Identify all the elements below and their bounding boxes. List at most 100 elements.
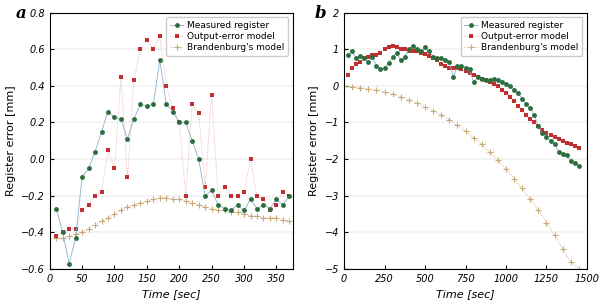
Output-error model <box>280 190 287 194</box>
Output-error model <box>253 194 261 198</box>
Output-error model <box>59 231 67 234</box>
Brandenburg's model <box>215 209 222 212</box>
Brandenburg's model <box>195 203 202 207</box>
Brandenburg's model <box>105 216 112 220</box>
Brandenburg's model <box>575 267 583 271</box>
Measured register <box>143 104 151 108</box>
Output-error model <box>227 194 235 198</box>
Y-axis label: Register error [mm]: Register error [mm] <box>309 85 319 196</box>
Measured register <box>91 150 99 154</box>
Measured register <box>247 198 254 201</box>
Output-error model <box>215 194 222 198</box>
Line: Brandenburg's model: Brandenburg's model <box>341 83 582 272</box>
Output-error model <box>240 190 247 194</box>
Brandenburg's model <box>286 220 293 223</box>
Brandenburg's model <box>511 177 518 180</box>
Output-error model <box>502 92 509 95</box>
Line: Measured register: Measured register <box>345 43 581 169</box>
Output-error model <box>567 143 574 146</box>
Brandenburg's model <box>91 223 99 227</box>
Brandenburg's model <box>137 201 144 205</box>
Output-error model <box>189 102 196 106</box>
Output-error model <box>201 185 209 188</box>
Output-error model <box>79 209 86 212</box>
Output-error model <box>273 203 280 207</box>
Measured register <box>240 209 247 212</box>
Brandenburg's model <box>156 196 163 199</box>
Measured register <box>409 44 416 47</box>
Measured register <box>111 115 118 119</box>
Measured register <box>137 102 144 106</box>
Output-error model <box>518 108 526 112</box>
Output-error model <box>575 146 583 150</box>
Brandenburg's model <box>470 136 477 139</box>
Brandenburg's model <box>111 212 118 216</box>
Brandenburg's model <box>247 214 254 218</box>
Brandenburg's model <box>130 203 137 207</box>
Brandenburg's model <box>143 199 151 203</box>
Measured register <box>280 203 287 207</box>
Output-error model <box>266 209 273 212</box>
Output-error model <box>98 190 105 194</box>
Brandenburg's model <box>273 216 280 220</box>
Brandenburg's model <box>59 236 67 240</box>
X-axis label: Time [sec]: Time [sec] <box>436 289 495 300</box>
Brandenburg's model <box>149 198 157 201</box>
Brandenburg's model <box>65 234 73 238</box>
Brandenburg's model <box>559 247 566 251</box>
Brandenburg's model <box>413 101 420 105</box>
Brandenburg's model <box>169 198 177 201</box>
Output-error model <box>130 79 137 82</box>
Measured register <box>182 121 189 124</box>
Brandenburg's model <box>462 129 469 133</box>
Measured register <box>149 102 157 106</box>
Measured register <box>502 82 509 86</box>
Brandenburg's model <box>535 209 542 212</box>
X-axis label: Time [sec]: Time [sec] <box>142 289 200 300</box>
Brandenburg's model <box>446 118 453 122</box>
Output-error model <box>195 112 202 115</box>
Output-error model <box>389 44 396 47</box>
Brandenburg's model <box>543 221 550 224</box>
Brandenburg's model <box>341 84 348 88</box>
Brandenburg's model <box>208 207 215 210</box>
Text: b: b <box>315 5 327 22</box>
Brandenburg's model <box>567 260 574 264</box>
Brandenburg's model <box>494 158 502 162</box>
Brandenburg's model <box>551 234 558 237</box>
Output-error model <box>260 198 267 201</box>
Measured register <box>189 139 196 143</box>
Measured register <box>175 121 183 124</box>
Output-error model <box>85 203 92 207</box>
Measured register <box>85 167 92 170</box>
Brandenburg's model <box>405 98 413 102</box>
Brandenburg's model <box>348 85 356 88</box>
Brandenburg's model <box>365 87 372 91</box>
Measured register <box>215 203 222 207</box>
Output-error model <box>117 75 125 79</box>
Measured register <box>59 231 67 234</box>
Measured register <box>65 262 73 265</box>
Output-error model <box>53 234 60 238</box>
Output-error model <box>543 132 550 135</box>
Output-error model <box>401 47 408 51</box>
Brandenburg's model <box>356 86 364 90</box>
Output-error model <box>234 194 241 198</box>
Brandenburg's model <box>389 92 396 96</box>
Measured register <box>344 53 352 56</box>
Brandenburg's model <box>163 196 170 199</box>
Output-error model <box>163 84 170 88</box>
Brandenburg's model <box>234 210 241 214</box>
Output-error model <box>149 47 157 51</box>
Measured register <box>543 135 550 139</box>
Measured register <box>79 176 86 179</box>
Brandenburg's model <box>240 212 247 216</box>
Measured register <box>234 203 241 207</box>
Brandenburg's model <box>454 124 461 127</box>
Measured register <box>169 110 177 113</box>
Measured register <box>273 198 280 201</box>
Brandenburg's model <box>486 150 494 154</box>
Brandenburg's model <box>85 227 92 231</box>
Measured register <box>98 130 105 134</box>
Measured register <box>130 117 137 121</box>
